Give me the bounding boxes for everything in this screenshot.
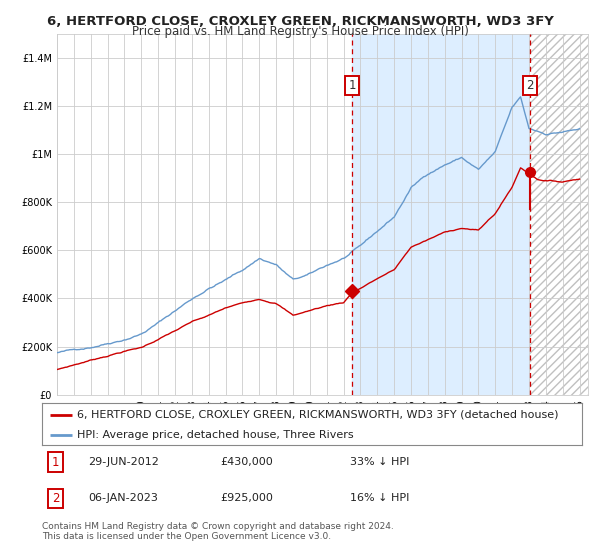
Text: 29-JUN-2012: 29-JUN-2012 (88, 457, 159, 467)
Text: Contains HM Land Registry data © Crown copyright and database right 2024.
This d: Contains HM Land Registry data © Crown c… (42, 522, 394, 542)
Text: 06-JAN-2023: 06-JAN-2023 (88, 493, 158, 503)
Bar (530, 34, 588, 395)
Text: £430,000: £430,000 (220, 457, 273, 467)
Text: 1: 1 (348, 79, 356, 92)
Bar (352, 34, 530, 395)
Text: 33% ↓ HPI: 33% ↓ HPI (350, 457, 409, 467)
Text: HPI: Average price, detached house, Three Rivers: HPI: Average price, detached house, Thre… (77, 430, 354, 440)
Bar (530, 34, 588, 395)
Text: Price paid vs. HM Land Registry's House Price Index (HPI): Price paid vs. HM Land Registry's House … (131, 25, 469, 38)
Text: 6, HERTFORD CLOSE, CROXLEY GREEN, RICKMANSWORTH, WD3 3FY: 6, HERTFORD CLOSE, CROXLEY GREEN, RICKMA… (47, 15, 553, 27)
Text: 1: 1 (52, 455, 59, 469)
Text: 16% ↓ HPI: 16% ↓ HPI (350, 493, 409, 503)
Text: 2: 2 (52, 492, 59, 505)
Text: £925,000: £925,000 (220, 493, 273, 503)
Text: 6, HERTFORD CLOSE, CROXLEY GREEN, RICKMANSWORTH, WD3 3FY (detached house): 6, HERTFORD CLOSE, CROXLEY GREEN, RICKMA… (77, 410, 559, 420)
Text: 2: 2 (526, 79, 533, 92)
